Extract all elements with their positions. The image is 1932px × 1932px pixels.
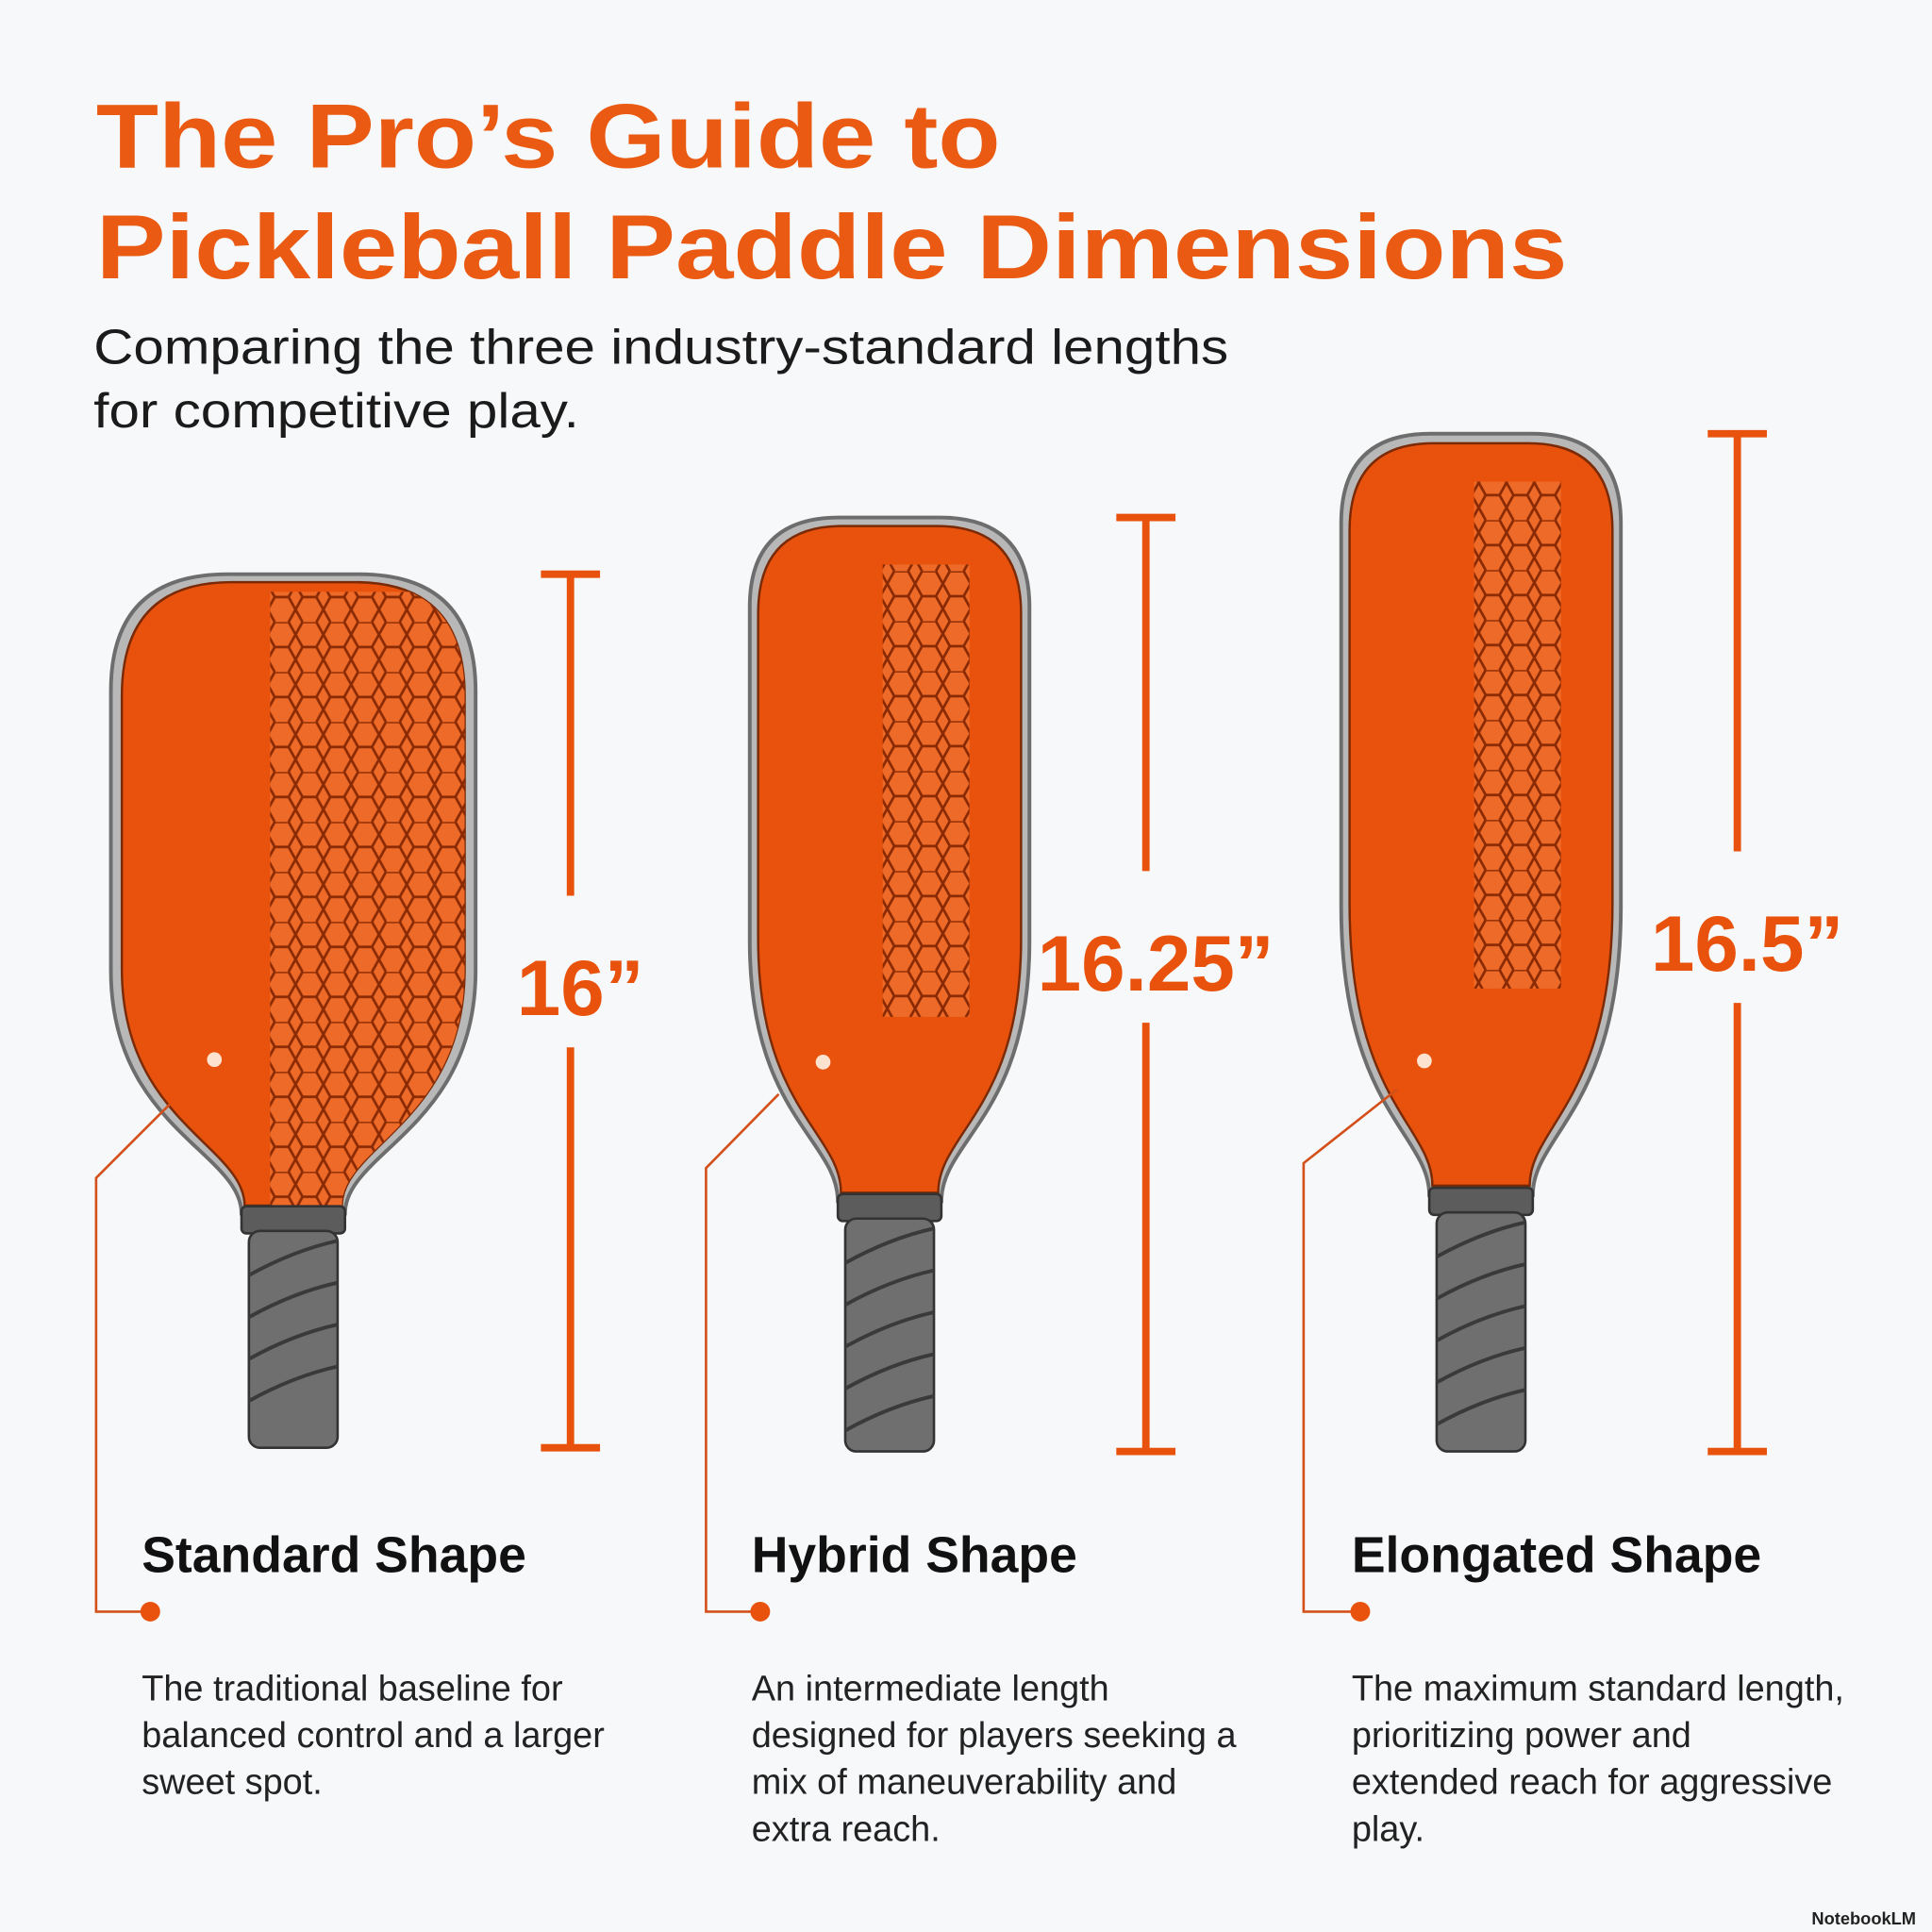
honeycomb-cells xyxy=(882,564,970,1017)
shape-description: The maximum standard length, prioritizin… xyxy=(1351,1669,1844,1850)
honeycomb-cells xyxy=(1474,481,1561,989)
paddle-face-group xyxy=(757,525,1023,1194)
grip-wrap xyxy=(1435,1262,1526,1301)
paddle-face-group xyxy=(1348,441,1614,1188)
description-box: The traditional baseline for balanced co… xyxy=(142,1669,605,1803)
sweet-spot xyxy=(815,1055,831,1070)
title-line: Pickleball Paddle Dimensions xyxy=(96,197,1568,298)
callout-dot xyxy=(140,1601,160,1622)
description-box: The maximum standard length, prioritizin… xyxy=(1351,1669,1844,1850)
grip-wrap xyxy=(247,1364,339,1403)
paddle xyxy=(1339,431,1624,1453)
dimension-label: 16.25” xyxy=(1038,919,1274,1008)
handle-grip xyxy=(1435,1210,1527,1453)
grip-wrap xyxy=(1435,1388,1526,1426)
footer-brand: NotebookLM xyxy=(1811,1908,1916,1928)
shape-description: An intermediate length designed for play… xyxy=(751,1669,1237,1850)
handle-grip xyxy=(843,1217,936,1453)
callout-dot xyxy=(750,1601,771,1622)
paddle xyxy=(108,572,478,1449)
grip-wrap xyxy=(1435,1220,1526,1258)
description-box: An intermediate length designed for play… xyxy=(751,1669,1237,1850)
honeycomb-core xyxy=(882,564,970,1017)
handle-collar xyxy=(1427,1186,1535,1217)
grip-wrap xyxy=(247,1323,339,1361)
grip-wrap xyxy=(844,1352,935,1391)
title-line: The Pro’s Guide to xyxy=(96,87,1001,188)
grip-wrap xyxy=(844,1393,935,1433)
grip-wrap xyxy=(1435,1345,1526,1385)
paddle xyxy=(747,515,1032,1453)
subtitle-line: for competitive play. xyxy=(93,384,579,439)
dimension-label: 16.5” xyxy=(1651,899,1843,988)
grip-wrap xyxy=(1435,1304,1526,1342)
grip-wrap xyxy=(844,1310,935,1349)
grip-wrap xyxy=(844,1268,935,1307)
dimension-label: 16” xyxy=(517,943,644,1032)
callout-dot xyxy=(1350,1601,1371,1622)
shape-description: The traditional baseline for balanced co… xyxy=(142,1669,605,1803)
callout-line xyxy=(1302,1088,1398,1613)
sweet-spot xyxy=(1417,1053,1432,1069)
subtitle-line: Comparing the three industry-standard le… xyxy=(93,320,1228,375)
shape-name: Hybrid Shape xyxy=(752,1528,1077,1584)
sweet-spot xyxy=(207,1052,223,1068)
honeycomb-core xyxy=(1474,481,1561,989)
callout-line xyxy=(94,1103,172,1613)
grip-wrap xyxy=(247,1280,339,1319)
handle-collar xyxy=(836,1192,943,1223)
grip-wrap xyxy=(247,1239,339,1277)
shape-name: Standard Shape xyxy=(142,1528,526,1584)
callout-line xyxy=(705,1092,780,1613)
shape-name: Elongated Shape xyxy=(1352,1528,1761,1584)
grip-wrap xyxy=(844,1226,935,1265)
handle-collar xyxy=(240,1205,347,1235)
